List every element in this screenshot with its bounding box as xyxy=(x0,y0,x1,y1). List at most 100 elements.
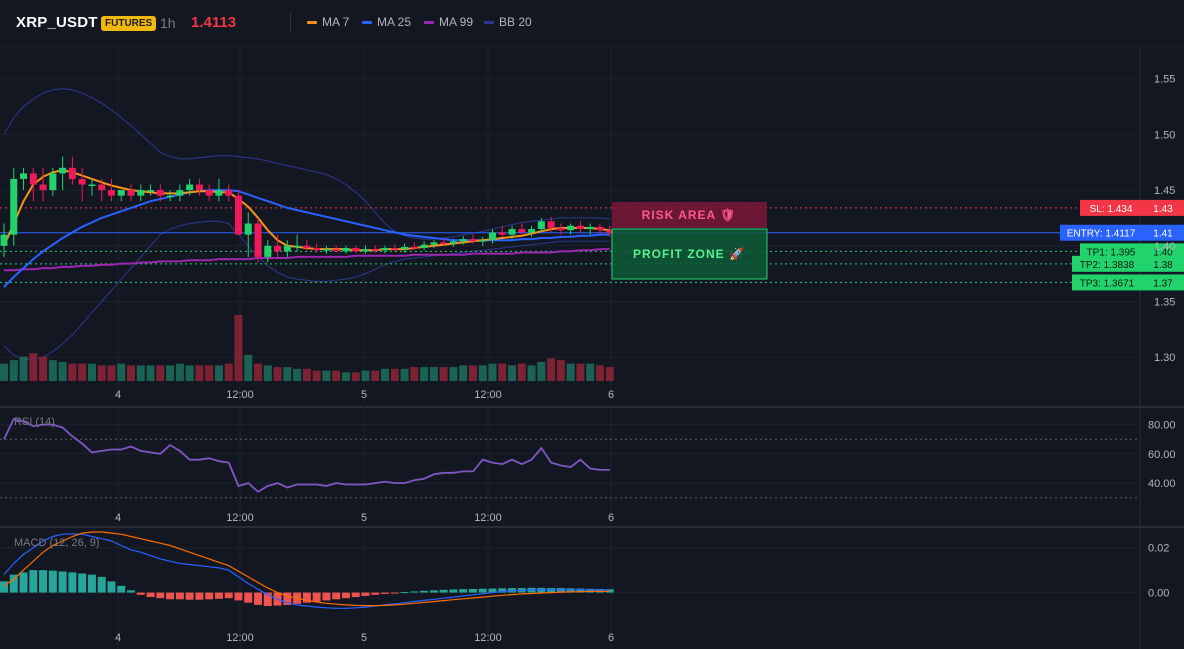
ma25-line xyxy=(3,189,610,288)
profit-zone-label: PROFIT ZONE 🚀 xyxy=(633,247,745,261)
candle-body xyxy=(176,190,184,196)
legend-bb20[interactable]: BB 20 xyxy=(484,15,532,29)
candle-body xyxy=(342,248,350,252)
volume-bar xyxy=(449,367,458,381)
volume-bar xyxy=(136,365,145,381)
tp3-label-box xyxy=(1072,274,1142,291)
macd-histogram-bar xyxy=(439,589,448,593)
candle-body xyxy=(449,241,457,244)
macd-histogram-bar xyxy=(429,590,438,593)
volume-bar xyxy=(586,363,595,381)
time-tick: 12:00 xyxy=(474,389,502,401)
timeframe-label[interactable]: 1h xyxy=(160,15,176,31)
macd-histogram-bar xyxy=(361,592,370,596)
entry-axis-text: 1.41 xyxy=(1153,229,1173,240)
volume-bar xyxy=(498,363,507,381)
macd-histogram-bar xyxy=(576,588,585,593)
volume-bar xyxy=(332,370,341,381)
candle-body xyxy=(606,230,614,234)
legend-ma99[interactable]: MA 99 xyxy=(424,15,473,29)
macd-title: MACD (12, 26, 9) xyxy=(14,537,100,549)
ma99-swatch xyxy=(424,20,434,24)
macd-histogram-bar xyxy=(312,592,321,602)
candle-body xyxy=(391,248,399,250)
volume-bar xyxy=(429,367,438,381)
volume-bar xyxy=(117,363,126,381)
macd-histogram-bar xyxy=(341,592,350,599)
risk-area-label: RISK AREA 🛡 xyxy=(642,208,737,222)
macd-histogram-bar xyxy=(205,592,214,600)
volume-bar xyxy=(547,358,556,381)
candle-body xyxy=(479,240,487,242)
candle-body xyxy=(127,190,135,196)
macd-histogram-bar xyxy=(351,592,360,598)
macd-histogram-bar xyxy=(68,572,77,593)
macd-tick: 0.02 xyxy=(1148,543,1169,555)
tp2-axis-text: 1.38 xyxy=(1153,260,1173,271)
ma99-line xyxy=(4,248,610,272)
macd-histogram-bar xyxy=(166,592,175,600)
macd-histogram-bar xyxy=(9,574,18,593)
candle-body xyxy=(508,229,516,235)
volume-bar xyxy=(97,365,106,381)
macd-histogram-bar xyxy=(468,588,477,593)
candle-body xyxy=(264,245,272,257)
volume-bar xyxy=(605,367,614,381)
volume-bar xyxy=(185,365,194,381)
legend-ma99-label: MA 99 xyxy=(439,15,474,29)
macd-histogram-bar xyxy=(420,590,429,593)
tp1-axis-box xyxy=(1142,243,1184,260)
volume-bar xyxy=(68,363,77,381)
time-axes: 4 12:00 5 12:00 6 4 12:00 5 12:00 6 4 12:00 5 12:00 6 xyxy=(115,389,614,644)
candle-body xyxy=(420,244,428,249)
time-tick: 6 xyxy=(608,389,614,401)
candle-body xyxy=(117,190,125,196)
volume-bar xyxy=(400,368,409,381)
macd-histogram-bar xyxy=(136,592,145,595)
signal-line xyxy=(3,531,610,607)
macd-histogram-bar xyxy=(322,592,331,601)
time-tick: 12:00 xyxy=(474,512,502,524)
candle-body xyxy=(274,245,282,252)
time-tick: 6 xyxy=(608,512,614,524)
volume-bar xyxy=(29,353,38,381)
macd-histogram-bar xyxy=(595,588,604,593)
candle-body xyxy=(107,190,115,196)
candle-body xyxy=(332,249,340,252)
candle-body xyxy=(557,227,565,231)
macd-histogram-bar xyxy=(224,592,233,599)
legend-ma7-label: MA 7 xyxy=(322,15,350,29)
candle-body xyxy=(440,242,448,244)
candle-body xyxy=(459,239,467,242)
macd-histogram-bar xyxy=(332,592,341,600)
candle-body xyxy=(29,173,37,185)
macd-histogram-bar xyxy=(390,592,399,594)
candle-body xyxy=(254,223,262,257)
volume-bar xyxy=(234,315,243,381)
macd-histogram-bar xyxy=(410,591,419,593)
candle-body xyxy=(576,225,584,230)
volume-bar xyxy=(527,365,536,381)
legend-ma7[interactable]: MA 7 xyxy=(307,15,349,29)
legend-bb20-label: BB 20 xyxy=(499,15,532,29)
price-axis[interactable]: 1.55 1.50 1.45 1.40 1.35 1.30 xyxy=(1154,74,1175,364)
legend-ma25[interactable]: MA 25 xyxy=(362,15,411,29)
candle-body xyxy=(322,249,330,251)
volume-bar xyxy=(107,365,116,381)
volume-bar xyxy=(439,367,448,381)
volume-bars xyxy=(0,315,614,381)
candle-body xyxy=(361,249,369,252)
time-tick: 12:00 xyxy=(226,389,254,401)
futures-badge: FUTURES xyxy=(101,16,157,31)
candle-body xyxy=(498,232,506,235)
macd-histogram-bar xyxy=(146,592,155,598)
time-tick: 12:00 xyxy=(226,512,254,524)
tp3-label-text: TP3: 1.3671 xyxy=(1080,278,1135,289)
macd-histogram-bar xyxy=(127,590,136,593)
macd-histogram-bar xyxy=(459,589,468,593)
candle-body xyxy=(596,226,604,231)
volume-bar xyxy=(371,370,380,381)
time-tick: 5 xyxy=(361,389,367,401)
symbol-title[interactable]: XRP_USDT xyxy=(16,14,98,31)
